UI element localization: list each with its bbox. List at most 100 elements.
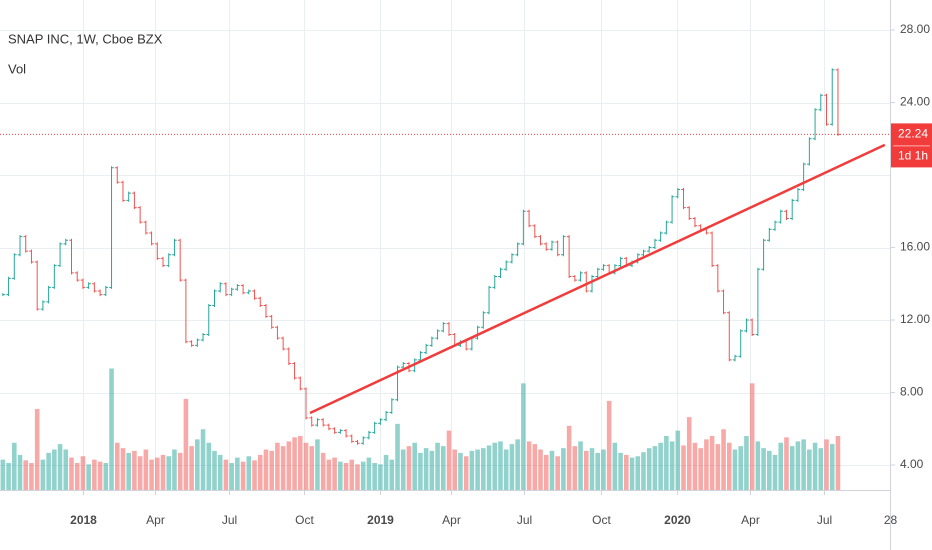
price-bar: [280, 336, 286, 351]
volume-bar: [601, 449, 606, 490]
price-bar: [69, 238, 74, 275]
price-bar: [446, 322, 452, 336]
volume-bar: [486, 445, 492, 490]
price-bar: [97, 289, 103, 297]
price-bar: [664, 220, 669, 235]
price-bar: [732, 354, 738, 362]
price-bar: [12, 253, 17, 280]
volume-bar: [618, 452, 623, 490]
volume-bar: [732, 449, 738, 490]
volume-bar: [246, 456, 252, 490]
price-bar: [235, 284, 240, 291]
volume-bar: [658, 442, 663, 490]
volume-bar: [80, 456, 86, 490]
volume-bar: [829, 444, 835, 490]
volume-bar: [298, 436, 303, 490]
volume-bar: [646, 448, 652, 490]
price-bar: [807, 137, 812, 166]
price-bar: [372, 421, 377, 434]
price-bar: [315, 418, 320, 427]
volume-bar: [492, 442, 498, 490]
price-bar: [263, 304, 269, 318]
volume-bar: [835, 436, 841, 490]
volume-bar: [126, 452, 131, 490]
volume-bar: [315, 439, 320, 490]
volume-bar: [715, 444, 721, 490]
volume-bar: [749, 383, 755, 490]
volume-bar: [824, 439, 829, 490]
price-bar: [92, 282, 97, 293]
price-bar: [132, 191, 137, 210]
price-bar: [189, 340, 194, 347]
y-tick-label: 12.00: [900, 312, 930, 326]
volume-bar: [86, 464, 91, 490]
volume-bar: [412, 442, 417, 490]
price-bar: [801, 162, 806, 191]
price-bar: [240, 284, 246, 295]
volume-bar: [475, 449, 480, 490]
volume-bar: [235, 457, 240, 490]
volume-bar: [755, 441, 761, 490]
volume-bar: [74, 463, 80, 490]
volume-bar: [349, 459, 355, 490]
price-bar: [160, 256, 166, 268]
price-bar: [543, 242, 549, 251]
volume-bar: [166, 456, 172, 490]
volume-bar: [206, 442, 212, 490]
price-bar: [618, 256, 623, 268]
volume-bar: [738, 446, 744, 490]
volume-bar: [23, 460, 29, 490]
volume-bar: [137, 456, 143, 490]
price-bar: [572, 275, 578, 282]
price-bar: [120, 180, 126, 202]
volume-bar: [669, 441, 675, 490]
price-bar: [744, 318, 749, 333]
price-bar: [292, 362, 297, 380]
volume-bar: [120, 448, 126, 490]
volume-bar: [309, 446, 315, 490]
price-bar: [360, 436, 366, 445]
price-bar: [200, 333, 206, 342]
volume-bar: [69, 457, 74, 490]
volume-pane: [0, 368, 841, 490]
price-bar: [212, 289, 217, 307]
x-tick-label: Jul: [222, 513, 237, 527]
price-bar: [555, 240, 560, 257]
volume-bar: [778, 442, 784, 490]
price-bar: [326, 423, 332, 431]
price-bar: [298, 376, 303, 391]
price-bar: [475, 325, 480, 340]
price-bar: [818, 93, 824, 112]
price-bar: [641, 249, 646, 257]
volume-bar: [761, 448, 766, 490]
volume-bar: [578, 441, 583, 490]
volume-bar: [320, 452, 326, 490]
price-bar: [57, 242, 63, 268]
price-bar: [675, 188, 681, 199]
price-bar: [726, 311, 732, 362]
volume-bar: [726, 442, 732, 490]
price-bar: [355, 439, 360, 445]
price-bar: [669, 195, 675, 224]
volume-bar: [406, 446, 412, 490]
price-bar: [257, 296, 263, 307]
price-bar: [126, 191, 131, 202]
price-bar: [103, 285, 109, 297]
volume-bar: [57, 444, 63, 490]
volume-bar: [503, 449, 509, 490]
countdown-label: 1d 1h: [898, 149, 928, 163]
price-bar: [29, 249, 34, 264]
volume-bar: [97, 461, 103, 490]
volume-bar: [744, 436, 749, 490]
volume-bar: [223, 459, 229, 490]
x-tick-label: Apr: [442, 513, 461, 527]
volume-bar: [463, 456, 469, 490]
volume-bar: [458, 452, 463, 490]
volume-bar: [595, 452, 601, 490]
price-bar: [172, 238, 177, 257]
volume-bar: [177, 452, 183, 490]
y-tick-label: 28.00: [900, 22, 930, 36]
price-bar: [349, 434, 355, 443]
volume-bar: [40, 459, 46, 490]
price-bar: [778, 209, 784, 224]
